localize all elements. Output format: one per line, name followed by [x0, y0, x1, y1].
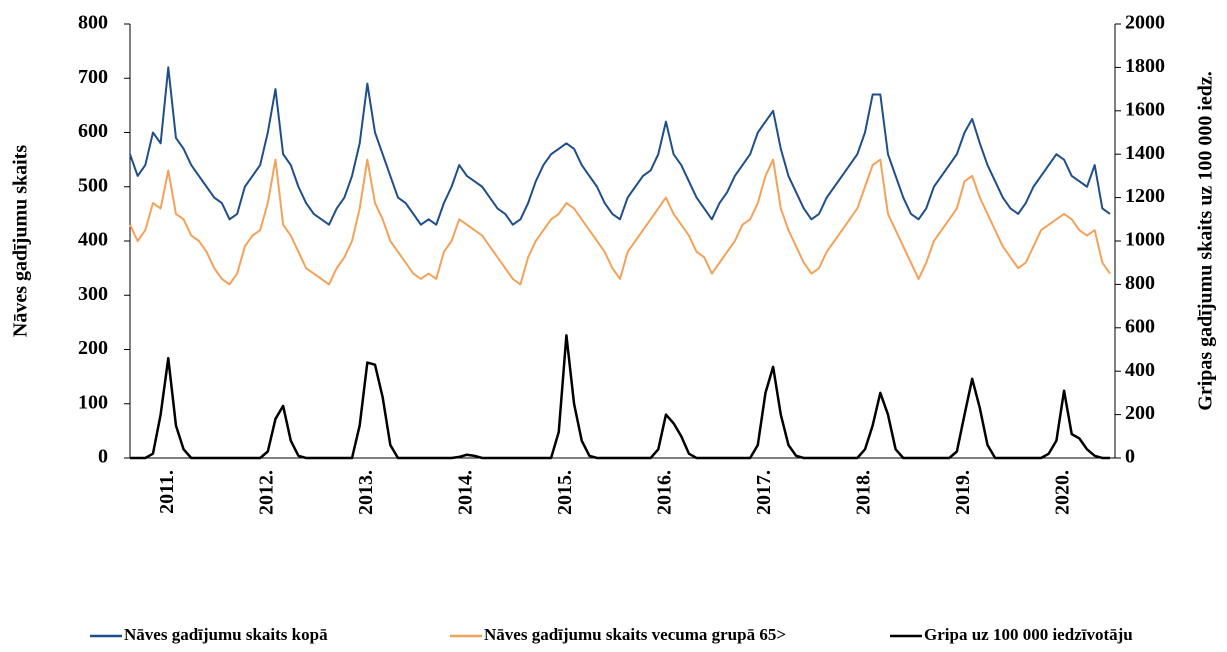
- x-tick-label: 2018.: [853, 470, 875, 515]
- x-tick-label: 2020.: [1052, 470, 1074, 515]
- y-tick-label: 600: [78, 120, 108, 142]
- x-tick-label: 2014.: [454, 470, 476, 515]
- y2-tick-label: 1000: [1125, 229, 1165, 251]
- legend-label: Nāves gadījumu skaits vecuma grupā 65>: [484, 625, 786, 644]
- y-tick-label: 700: [78, 66, 108, 88]
- series-line: [129, 66, 1111, 226]
- y-tick-label: 500: [78, 174, 108, 196]
- y2-tick-label: 800: [1125, 272, 1155, 294]
- x-tick-label: 2013.: [355, 470, 377, 515]
- y-axis-title: Nāves gadījumu skaits: [10, 145, 32, 337]
- legend-label: Gripa uz 100 000 iedzīvotāju: [924, 625, 1133, 644]
- y2-tick-label: 0: [1125, 446, 1135, 468]
- x-tick-label: 2019.: [952, 470, 974, 515]
- y2-tick-label: 400: [1125, 359, 1155, 381]
- y-tick-label: 200: [78, 337, 108, 359]
- x-tick-label: 2011.: [156, 470, 178, 514]
- y-tick-label: 100: [78, 391, 108, 413]
- y2-tick-label: 1800: [1125, 55, 1165, 77]
- y2-tick-label: 1600: [1125, 98, 1165, 120]
- y-tick-label: 800: [78, 12, 108, 34]
- y2-tick-label: 200: [1125, 402, 1155, 424]
- y2-tick-label: 1200: [1125, 185, 1165, 207]
- x-tick-label: 2012.: [255, 470, 277, 515]
- y2-tick-label: 1400: [1125, 142, 1165, 164]
- y2-axis-title: Gripas gadījumu skaits uz 100 000 iedz.: [1195, 71, 1217, 410]
- series-line: [129, 158, 1111, 286]
- series-line: [130, 334, 1110, 460]
- y-tick-label: 300: [78, 283, 108, 305]
- y2-tick-label: 600: [1125, 315, 1155, 337]
- y2-tick-label: 2000: [1125, 12, 1165, 34]
- x-tick-label: 2017.: [753, 470, 775, 515]
- legend-label: Nāves gadījumu skaits kopā: [124, 625, 328, 644]
- x-tick-label: 2016.: [654, 470, 676, 515]
- x-tick-label: 2015.: [554, 470, 576, 515]
- y-tick-label: 0: [98, 446, 108, 468]
- y-tick-label: 400: [78, 229, 108, 251]
